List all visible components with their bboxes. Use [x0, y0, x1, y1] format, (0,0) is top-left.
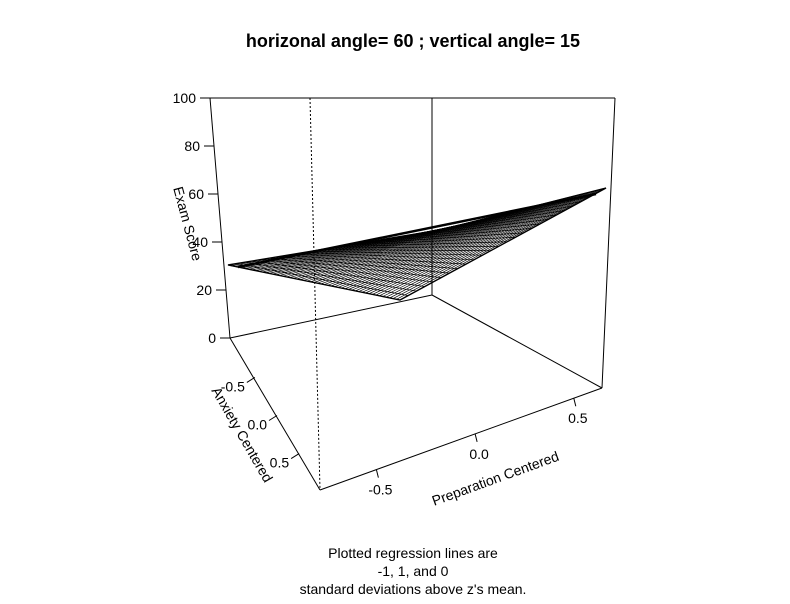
surface-grid-line: [320, 206, 530, 285]
z-tick-label: 100: [173, 90, 197, 106]
surface-grid-line: [307, 210, 517, 282]
surface-grid-line: [344, 201, 554, 290]
y-tick-mark: [290, 453, 300, 459]
surface-grid-line: [392, 189, 600, 299]
x-tick-label: 0.0: [469, 446, 489, 462]
regression-line: [237, 192, 597, 269]
x-tick-mark: [474, 433, 478, 443]
x-tick-label: -0.5: [368, 482, 392, 498]
note-line-1: Plotted regression lines are: [328, 545, 498, 561]
surface-grid-line: [368, 195, 577, 295]
x-tick-mark: [375, 469, 379, 478]
surface-outline: [227, 187, 607, 301]
x-axis-ticks: -0.5 0.0 0.5: [368, 398, 588, 498]
surface-grid-line: [396, 188, 603, 300]
x-axis-label: Preparation Centered: [430, 448, 561, 509]
surface-grid-line: [382, 191, 590, 297]
surface-grid-line: [351, 199, 560, 291]
surface-grid-line: [389, 190, 597, 299]
surface-grid-line: [355, 198, 563, 292]
surface-grid-line: [286, 215, 497, 278]
surface-grid-line: [327, 205, 537, 286]
surface-grid-line: [334, 203, 544, 288]
surface-grid-line: [303, 211, 514, 281]
surface-grid-line: [341, 201, 550, 289]
surface-grid-line: [337, 202, 547, 288]
surface-grid-line: [362, 196, 570, 293]
z-tick-label: 60: [188, 186, 204, 202]
surface-grid-line: [372, 194, 580, 295]
y-tick-label: 0.5: [270, 455, 290, 471]
note-line-3: standard deviations above z's mean.: [300, 581, 527, 597]
surface-grid-line: [282, 216, 494, 277]
surface-grid-line: [375, 193, 583, 296]
surface-grid-line: [289, 214, 500, 278]
surface-grid-line: [310, 209, 520, 283]
y-axis-ticks: -0.5 0.0 0.5: [221, 377, 300, 471]
surface-grid-line: [365, 196, 573, 294]
x-tick-mark: [573, 398, 577, 407]
x-tick-label: 0.5: [568, 410, 588, 426]
surface-grid-line: [324, 206, 534, 285]
surface-grid-line: [348, 200, 557, 290]
surface-grid-line: [358, 197, 567, 292]
plot-box: [209, 97, 616, 491]
surface-grid-line: [293, 213, 504, 279]
y-tick-label: 0.0: [248, 417, 268, 433]
surface-grid-line: [313, 208, 524, 283]
y-tick-mark: [268, 415, 278, 421]
surface-grid-line: [317, 207, 527, 284]
chart-title: horizonal angle= 60 ; vertical angle= 15: [246, 31, 580, 51]
surface-grid-line: [279, 217, 490, 276]
note-line-2: -1, 1, and 0: [378, 563, 449, 579]
y-tick-mark: [246, 377, 256, 383]
z-tick-label: 20: [196, 282, 212, 298]
z-tick-label: 40: [192, 234, 208, 250]
surface-grid-line: [300, 212, 510, 281]
y-tick-label: -0.5: [221, 378, 245, 394]
z-axis-ticks: 0 20 40 60 80 100: [173, 90, 230, 346]
surface-grid-line: [386, 191, 593, 298]
regression-surface: [227, 187, 607, 301]
surface-grid-line: [331, 204, 540, 287]
surface-grid-line: [296, 212, 507, 280]
surface-grid-line: [379, 192, 587, 297]
z-tick-label: 0: [208, 330, 216, 346]
z-tick-label: 80: [184, 138, 200, 154]
